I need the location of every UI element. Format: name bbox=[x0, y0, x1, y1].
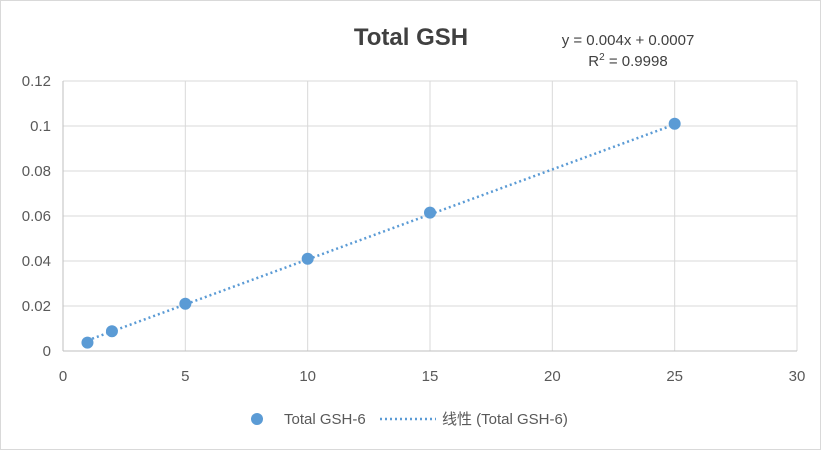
chart-title: Total GSH bbox=[354, 24, 468, 51]
x-tick-label: 5 bbox=[181, 368, 189, 385]
x-tick-label: 30 bbox=[789, 368, 806, 385]
r-squared-sup: 2 bbox=[599, 52, 605, 63]
data-point bbox=[424, 206, 436, 219]
r-squared-r: R bbox=[588, 53, 599, 70]
x-tick-label: 25 bbox=[666, 368, 683, 385]
r-squared-value: = 0.9998 bbox=[605, 53, 668, 70]
x-tick-label: 20 bbox=[544, 368, 561, 385]
r-squared-label: R2 = 0.9998 bbox=[588, 52, 667, 70]
data-point bbox=[179, 297, 192, 310]
y-tick-label: 0.06 bbox=[22, 208, 51, 225]
data-point bbox=[301, 252, 314, 265]
data-points bbox=[81, 117, 681, 349]
y-tick-label: 0 bbox=[43, 343, 51, 360]
data-point bbox=[81, 336, 94, 349]
axes: 0 0.02 0.04 0.06 0.08 0.1 0.12 0 5 10 15 20 25 30 bbox=[22, 73, 806, 385]
y-tick-label: 0.04 bbox=[22, 253, 51, 270]
legend-label-trendline: 线性 (Total GSH-6) bbox=[442, 411, 568, 428]
x-tick-label: 0 bbox=[59, 368, 67, 385]
data-point bbox=[105, 325, 118, 338]
y-tick-label: 0.02 bbox=[22, 298, 51, 315]
trendline-equation: y = 0.004x + 0.0007 bbox=[562, 32, 695, 49]
x-tick-label: 10 bbox=[299, 368, 316, 385]
y-tick-label: 0.08 bbox=[22, 163, 51, 180]
y-tick-label: 0.12 bbox=[22, 73, 51, 90]
x-tick-label: 15 bbox=[422, 368, 439, 385]
legend: Total GSH-6 线性 (Total GSH-6) bbox=[251, 411, 568, 428]
y-tick-label: 0.1 bbox=[30, 118, 51, 135]
legend-marker-series bbox=[251, 413, 263, 425]
legend-label-series: Total GSH-6 bbox=[284, 411, 366, 428]
data-point bbox=[668, 117, 681, 130]
trendline-line bbox=[87, 123, 676, 342]
trendline bbox=[87, 123, 676, 342]
